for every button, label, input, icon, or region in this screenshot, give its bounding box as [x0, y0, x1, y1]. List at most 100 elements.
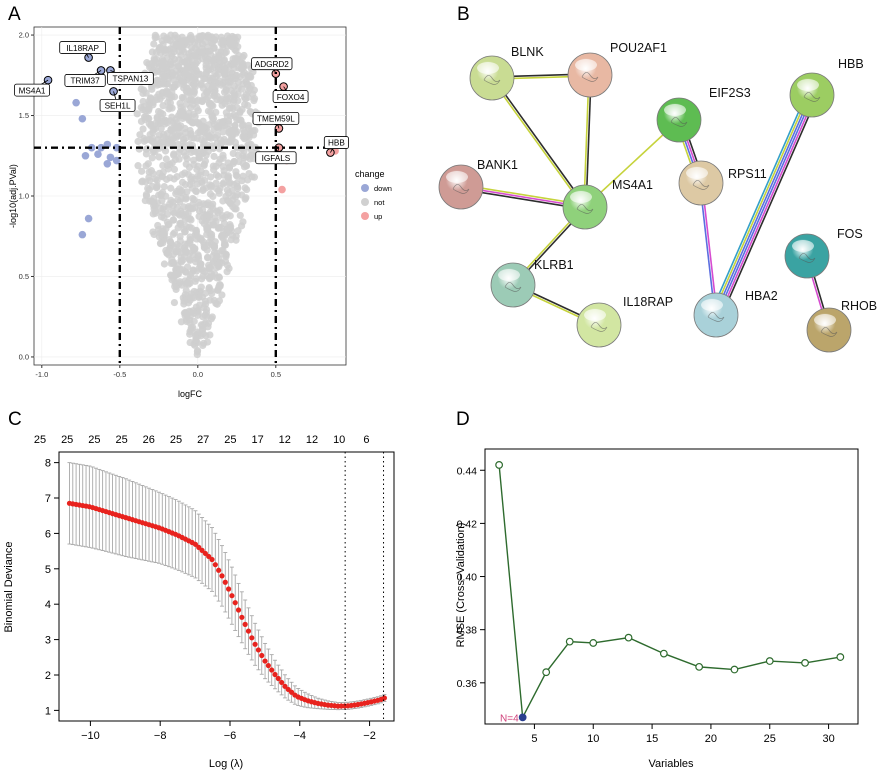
volcano-cloud-point: [168, 88, 176, 96]
volcano-cloud-point: [136, 131, 144, 139]
rmse-xtick-label: 10: [587, 733, 599, 745]
volcano-cloud-point: [233, 179, 241, 187]
lasso-top-count: 25: [115, 434, 127, 446]
lasso-ytick-label: 4: [45, 599, 51, 611]
volcano-axes: -1.0 -0.5 0.0 0.5 0.0 0.5 1.0 1.5 2.0: [19, 31, 281, 379]
volcano-cloud-point: [187, 31, 195, 40]
ppi-node-highlight: [584, 309, 606, 321]
volcano-cloud-point: [213, 185, 221, 193]
rmse-point: [659, 649, 668, 658]
volcano-cloud-point: [169, 69, 177, 78]
volcano-cloud-point: [153, 181, 161, 190]
volcano-label-box: [251, 57, 293, 71]
volcano-cloud-point: [218, 232, 227, 240]
volcano-cloud-point: [245, 121, 253, 130]
volcano-cloud-point: [182, 193, 190, 202]
volcano-cloud-point: [210, 125, 218, 133]
lasso-mean-point: [272, 671, 278, 678]
rmse-line: [498, 464, 841, 720]
rmse-xtick-label: 20: [705, 733, 717, 745]
volcano-cloud-point: [141, 106, 150, 115]
volcano-cloud-point: [221, 68, 229, 76]
lasso-ytick-label: 3: [45, 635, 51, 647]
legend-down-swatch: [361, 184, 369, 192]
lasso-mean-point: [262, 658, 268, 664]
volcano-label-box: [14, 83, 50, 97]
lasso-mean-point: [252, 641, 258, 647]
ppi-edge-BLNK-MS4A1: [490, 78, 585, 209]
volcano-cloud-point: [222, 87, 230, 95]
volcano-down-point: [112, 143, 121, 152]
volcano-cloud-point: [148, 154, 156, 162]
volcano-cloud-point: [203, 253, 212, 261]
volcano-cloud-point: [210, 248, 219, 256]
volcano-labelled-point-ring: [109, 87, 118, 96]
lasso-mean-point: [202, 550, 208, 557]
volcano-cloud-point: [155, 233, 163, 241]
volcano-cloud-point: [142, 162, 150, 170]
volcano-cloud-point: [204, 93, 212, 101]
lasso-ytick-label: 7: [45, 493, 51, 505]
lasso-mean-point: [259, 652, 265, 659]
ppi-node-highlight: [446, 171, 468, 183]
volcano-cloud-point: [172, 270, 180, 278]
lasso-top-axis: 25 25 25 25 26 25 27 25 17 12 12 10 6: [34, 434, 370, 446]
volcano-cloud-point: [178, 58, 186, 66]
ppi-node-label: IL18RAP: [623, 295, 673, 309]
volcano-cloud-point: [233, 55, 242, 63]
volcano-cloud-point: [166, 58, 175, 66]
volcano-cloud-point: [159, 41, 167, 49]
lasso-mean-point: [222, 579, 228, 585]
volcano-cloud-point: [187, 216, 195, 224]
volcano-cloud-point: [181, 227, 189, 236]
ppi-node-MS4A1: MS4A1: [562, 178, 653, 230]
volcano-cloud-point: [137, 85, 145, 93]
lasso-mean-point: [265, 662, 271, 669]
volcano-cloud-point: [177, 207, 185, 215]
volcano-cloud-point: [185, 57, 193, 66]
volcano-cloud-point: [202, 57, 211, 65]
volcano-cloud-point: [165, 74, 173, 82]
lasso-mean-point: [225, 586, 232, 592]
volcano-cloud-point: [209, 259, 217, 267]
volcano-cloud-point: [176, 198, 184, 206]
volcano-cloud-point: [160, 80, 168, 88]
volcano-cloud-point: [192, 67, 201, 75]
volcano-cloud-point: [212, 179, 220, 187]
volcano-cloud-point: [166, 238, 175, 246]
volcano-cloud-point: [231, 126, 239, 134]
volcano-cloud-point: [250, 96, 258, 105]
volcano-cloud-point: [189, 200, 197, 208]
volcano-cloud-point: [244, 176, 252, 184]
rmse-point: [695, 662, 704, 671]
volcano-down-point: [84, 214, 93, 223]
ppi-node-highlight: [814, 314, 836, 326]
volcano-cloud-point: [191, 83, 199, 91]
ppi-node-structure-icon: [798, 253, 816, 263]
volcano-cloud-point: [198, 48, 206, 56]
volcano-cloud-point: [240, 129, 248, 137]
volcano-cloud-point: [191, 175, 199, 183]
volcano-cloud-point: [225, 164, 234, 172]
volcano-cloud-point: [186, 293, 194, 301]
volcano-label-box: [59, 41, 106, 54]
rmse-ytick-label: 0.36: [457, 678, 478, 690]
volcano-cloud-point: [219, 163, 227, 171]
ppi-node-highlight: [570, 191, 592, 203]
rmse-points: [495, 461, 845, 722]
ppi-node-highlight: [701, 299, 723, 311]
ppi-node-structure-icon: [707, 312, 725, 322]
volcano-cloud-point: [181, 180, 190, 189]
volcano-cloud-point: [225, 94, 233, 102]
volcano-xtick-label: 0.0: [193, 370, 203, 379]
volcano-cloud-point: [228, 135, 236, 143]
volcano-cloud-point: [215, 77, 223, 85]
volcano-ylabel: -log10(adj.PVal): [8, 164, 18, 228]
volcano-cloud-point: [230, 33, 239, 42]
ppi-node-POU2AF1: POU2AF1: [567, 41, 667, 98]
volcano-cloud-point: [242, 162, 251, 170]
volcano-cloud-point: [190, 147, 198, 156]
volcano-cloud-point: [178, 108, 186, 116]
ppi-node-highlight: [498, 269, 520, 281]
volcano-gene-label: ADGRD2: [255, 60, 290, 69]
